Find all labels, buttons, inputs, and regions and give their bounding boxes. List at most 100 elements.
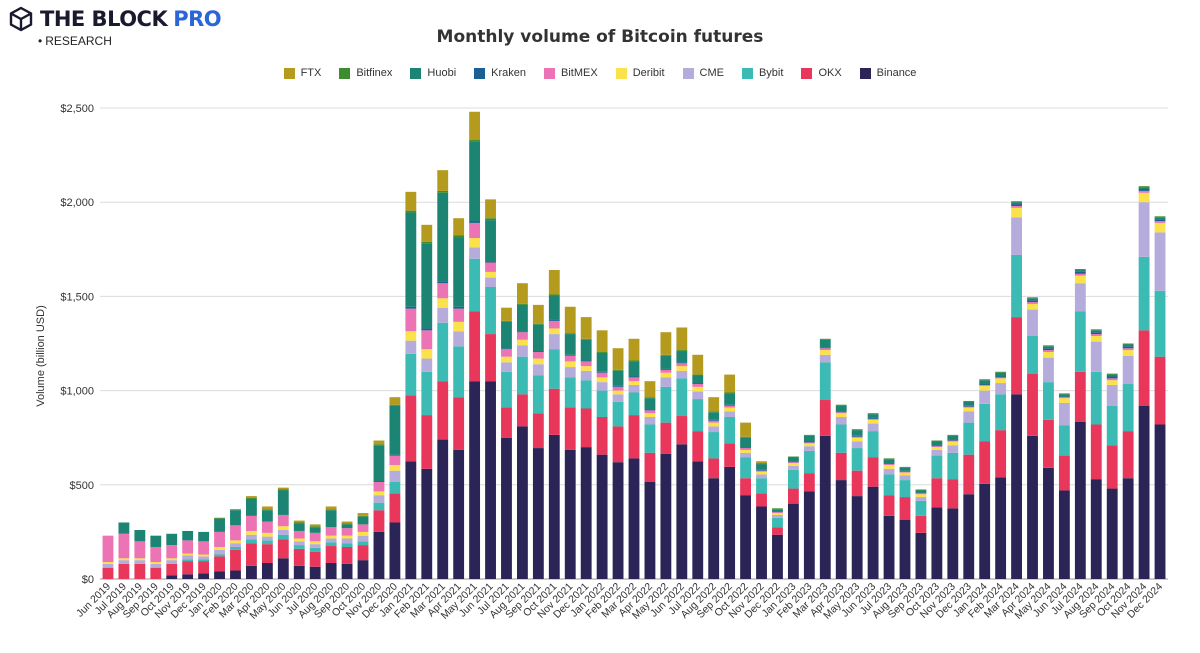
bar-segment <box>1106 445 1118 489</box>
bar-segment <box>644 410 656 414</box>
bar-segment <box>1058 425 1070 456</box>
bar-segment <box>485 218 496 221</box>
bar-segment <box>357 531 369 536</box>
bar-segment <box>819 400 831 436</box>
bar-segment <box>787 462 799 464</box>
bar-segment <box>756 464 767 470</box>
bar-segment <box>405 331 417 341</box>
bar-segment <box>724 374 736 393</box>
bar-segment <box>102 562 114 564</box>
legend-label: Binance <box>876 67 917 79</box>
bar-segment <box>1154 232 1166 291</box>
bar-segment <box>389 522 401 579</box>
bar-segment <box>532 304 544 324</box>
bar-segment <box>309 526 321 528</box>
bar-segment <box>1138 202 1150 257</box>
legend-swatch <box>474 67 486 79</box>
bar-segment <box>692 431 704 462</box>
bar-segment <box>501 371 512 408</box>
bar-segment <box>421 224 433 242</box>
bar-segment <box>373 444 385 446</box>
bar-segment <box>421 371 433 416</box>
bar-segment <box>660 368 672 370</box>
bar-segment <box>134 558 146 561</box>
bar-segment <box>1011 207 1022 218</box>
bar-segment <box>532 413 544 449</box>
bar-segment <box>1106 373 1118 375</box>
legend-item: Binance <box>859 67 917 79</box>
bar-segment <box>740 449 751 453</box>
bar-segment <box>532 323 544 325</box>
bar-segment <box>1122 355 1134 385</box>
bar-segment <box>214 517 225 519</box>
bar-segment <box>405 306 417 309</box>
bar-segment <box>214 546 225 550</box>
bar-segment <box>787 463 799 466</box>
bar-segment <box>692 384 704 387</box>
bar-segment <box>134 541 146 559</box>
bar-segment <box>628 360 640 362</box>
bar-segment <box>851 430 863 436</box>
brand-pro: PRO <box>173 7 222 31</box>
bar-segment <box>1106 384 1118 406</box>
bar-segment <box>1138 190 1150 193</box>
bar-segment <box>1106 405 1118 446</box>
bar-segment <box>787 461 799 463</box>
bar-segment <box>1011 204 1022 206</box>
bar-segment <box>676 327 688 351</box>
bar-segment <box>102 535 114 563</box>
legend-label: CME <box>699 67 724 79</box>
bar-segment <box>979 384 991 386</box>
bar-segment <box>1027 298 1038 301</box>
bar-segment <box>1011 317 1022 395</box>
bar-segment <box>995 372 1007 377</box>
bar-segment <box>1027 335 1038 374</box>
bar-segment <box>469 381 481 579</box>
bar-segment <box>517 426 528 579</box>
bar-segment <box>198 559 210 562</box>
bar-segment <box>1106 378 1118 381</box>
bar-segment <box>740 478 751 496</box>
bar-segment <box>867 414 879 418</box>
bar-segment <box>963 411 975 423</box>
bar-segment <box>293 565 305 579</box>
bar-segment <box>1074 311 1086 372</box>
bar-segment <box>772 517 783 528</box>
bar-segment <box>341 523 353 525</box>
bar-segment <box>309 541 321 545</box>
bar-segment <box>1138 189 1150 191</box>
bar-segment <box>469 247 481 259</box>
legend-swatch <box>859 67 871 79</box>
bar-segment <box>261 532 273 537</box>
bar-segment <box>883 464 895 466</box>
bar-segment <box>214 531 225 547</box>
bar-segment <box>325 542 337 547</box>
bar-segment <box>1090 330 1102 333</box>
bar-segment <box>309 566 321 579</box>
bar-segment <box>867 431 879 458</box>
bar-segment <box>628 384 640 393</box>
bar-segment <box>756 469 767 471</box>
bar-segment <box>979 483 991 579</box>
bar-segment <box>246 543 257 566</box>
bar-segment <box>644 452 656 482</box>
bar-segment <box>947 435 959 440</box>
bar-segment <box>772 512 783 514</box>
bar-segment <box>246 498 257 516</box>
bar-segment <box>899 471 911 473</box>
bar-segment <box>501 407 512 438</box>
bar-segment <box>1106 374 1118 377</box>
bar-segment <box>787 465 799 470</box>
legend-item: Bybit <box>741 67 783 79</box>
bar-segment <box>389 397 401 405</box>
bar-segment <box>277 487 289 490</box>
bar-segment <box>867 423 879 432</box>
bar-segment <box>979 380 991 385</box>
legend-label: OKX <box>818 67 842 79</box>
bar-segment <box>1154 221 1166 223</box>
bar-segment <box>532 448 544 579</box>
y-axis-label: Volume (billion USD) <box>35 305 47 406</box>
bar-segment <box>676 350 688 352</box>
bar-segment <box>756 506 767 579</box>
bar-segment <box>261 510 273 522</box>
